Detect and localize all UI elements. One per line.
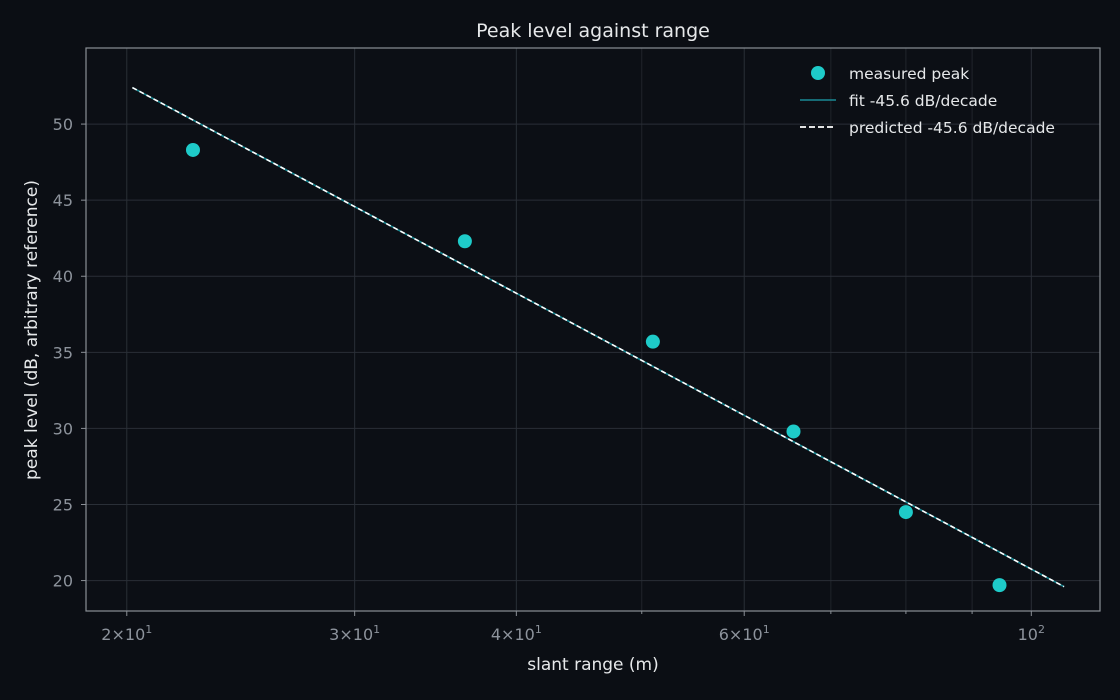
legend-marker-measured (811, 66, 825, 80)
y-tick-label: 25 (53, 495, 73, 514)
x-tick-label: 4×101 (491, 623, 542, 644)
legend-label-fit: fit -45.6 dB/decade (849, 92, 997, 110)
measured-point (185, 142, 200, 157)
legend-label-measured: measured peak (849, 65, 969, 83)
measured-point (786, 424, 801, 439)
y-tick-label: 50 (53, 115, 73, 134)
y-tick-label: 40 (53, 267, 73, 286)
x-tick-label: 2×101 (101, 623, 152, 644)
legend-label-predicted: predicted -45.6 dB/decade (849, 119, 1055, 137)
plot-area (86, 48, 1100, 611)
x-axis-label: slant range (m) (527, 655, 659, 675)
x-tick-label: 102 (1018, 623, 1045, 644)
measured-point (645, 334, 660, 349)
y-axis-label: peak level (dB, arbitrary reference) (22, 180, 42, 480)
chart-title: Peak level against range (476, 20, 710, 42)
y-tick-label: 45 (53, 191, 73, 210)
x-tick-label: 3×101 (329, 623, 380, 644)
y-tick-label: 20 (53, 572, 73, 591)
predicted-line (132, 86, 1065, 588)
legend: measured peak fit -45.6 dB/decade predic… (800, 65, 1055, 137)
measured-point (992, 578, 1007, 593)
y-tick-label: 35 (53, 343, 73, 362)
y-tick-label: 30 (53, 419, 73, 438)
plot-frame (85, 47, 1101, 612)
x-tick-label: 6×101 (719, 623, 770, 644)
measured-point (457, 234, 472, 249)
measured-point (898, 505, 913, 520)
